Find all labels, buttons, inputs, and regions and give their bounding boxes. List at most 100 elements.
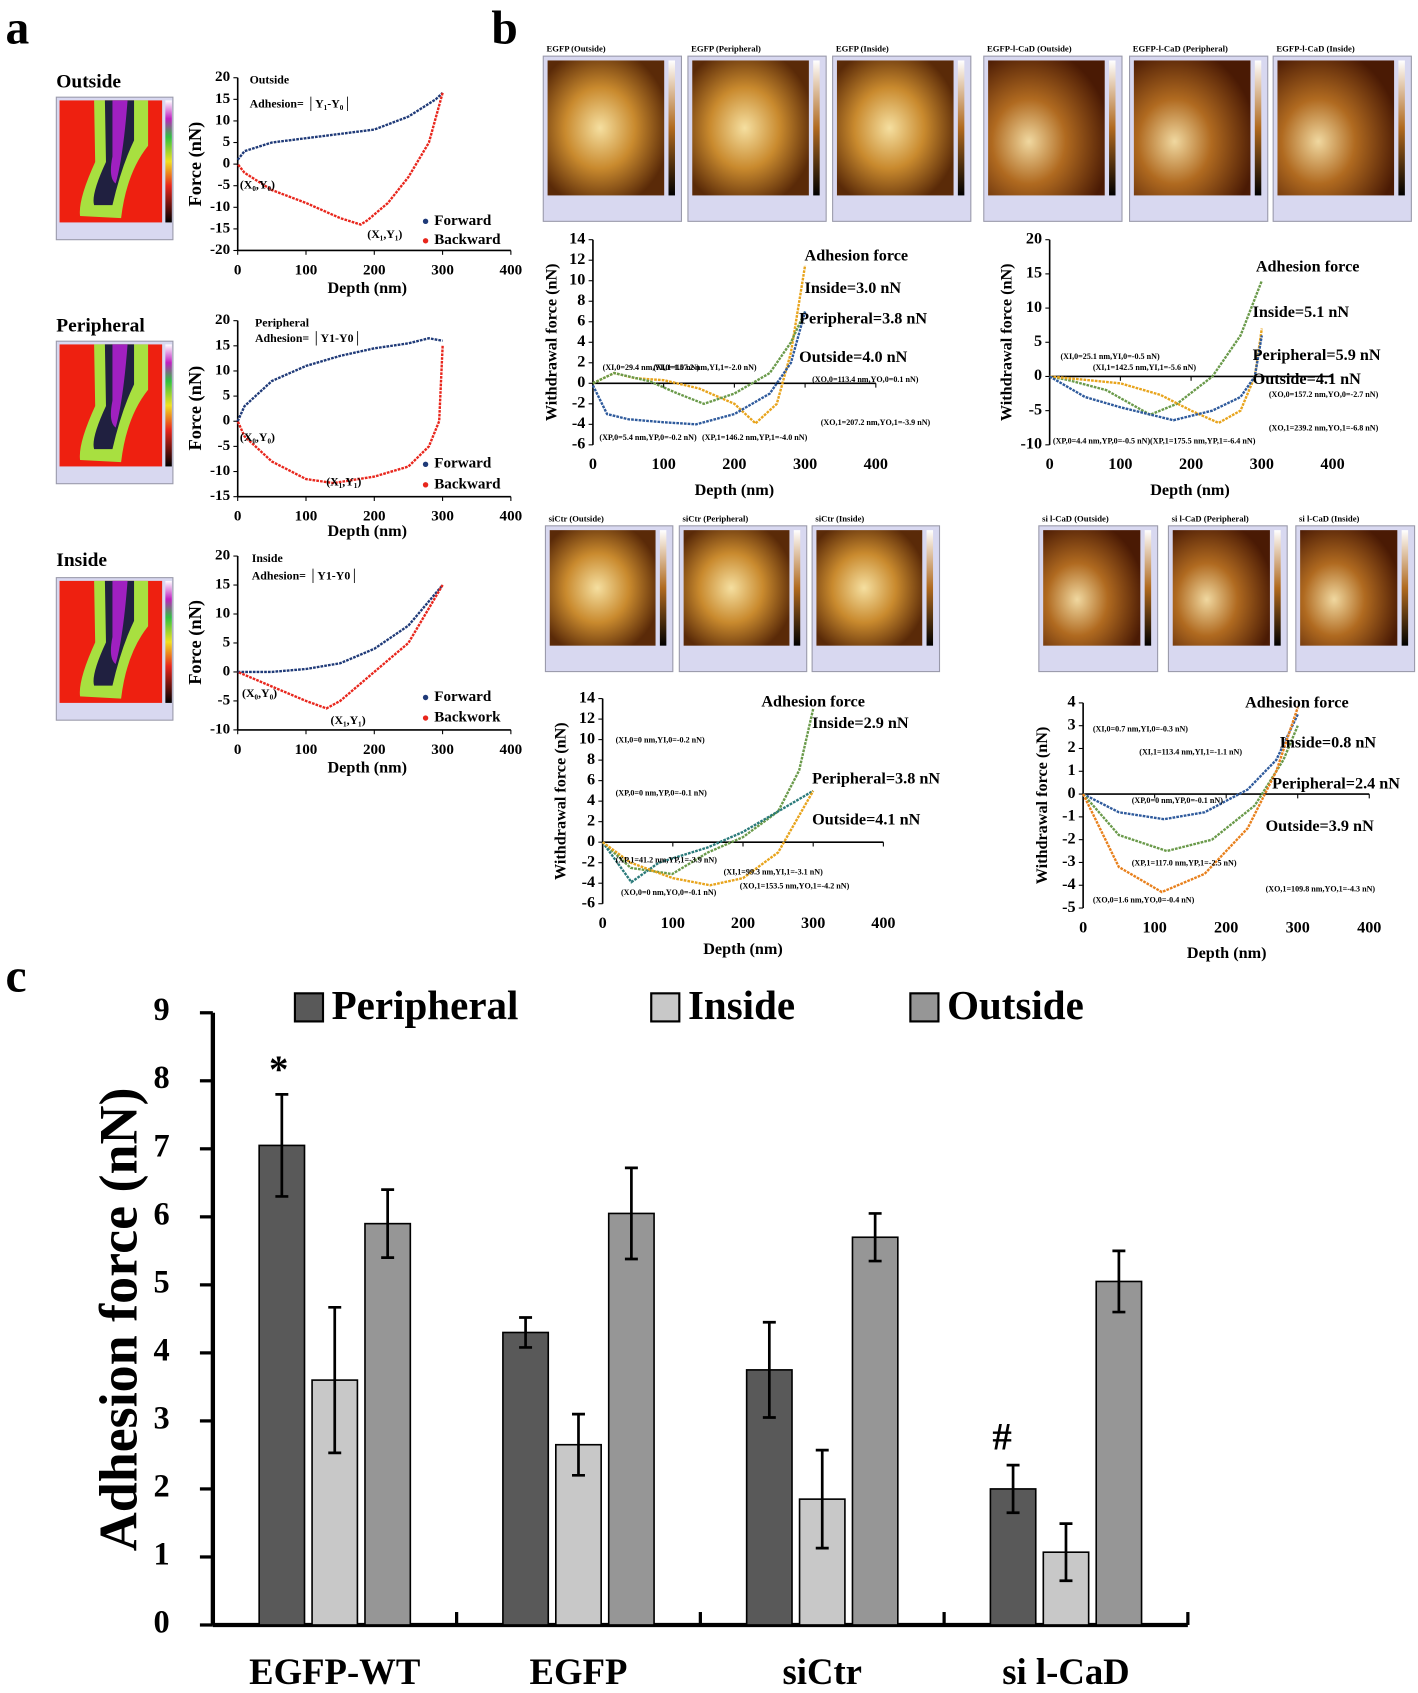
y-tick-label: -1 (1062, 807, 1075, 825)
afm-image (1277, 60, 1395, 196)
y-tick-label: 1 (1067, 761, 1075, 779)
annotation: Adhesion force (761, 693, 865, 711)
image-label: Inside (56, 550, 107, 571)
bar (1095, 1280, 1143, 1626)
y-tick-label: 12 (569, 250, 585, 268)
y-axis-label: Withdrawal force (nN) (997, 263, 1015, 421)
legend-swatch (909, 992, 940, 1023)
y-tick-label: 12 (579, 709, 595, 727)
x-tick-label: si l-CaD (1002, 1651, 1129, 1692)
x-tick-label: 300 (1286, 918, 1310, 936)
y-tick-label: 15 (215, 91, 230, 107)
color-scale (1401, 530, 1409, 646)
y-tick-label: -15 (210, 488, 230, 504)
legend-label: Backwork (434, 709, 501, 725)
image-title: si l-CaD (Peripheral) (1172, 513, 1249, 523)
image-title: si l-CaD (Inside) (1299, 513, 1360, 523)
annotation: (XO,1=207.2 nm,YO,1=-3.9 nN) (821, 418, 931, 427)
y-tick-label: 0 (587, 832, 595, 850)
color-scale (1398, 60, 1405, 196)
y-tick-label: 14 (569, 229, 585, 247)
y-tick-label: -5 (218, 692, 231, 708)
x-axis-label: Depth (nm) (703, 940, 783, 958)
afm-image (988, 60, 1105, 196)
annotation: (X₀,Y₀) (240, 177, 275, 191)
legend-marker (422, 218, 429, 225)
y-tick-label: 5 (153, 1264, 169, 1300)
afm-image (683, 530, 790, 646)
y-tick-label: -5 (218, 438, 231, 454)
error-bar (519, 1316, 533, 1349)
annotation: * (269, 1048, 288, 1091)
image-label: Peripheral (56, 316, 145, 337)
y-tick-label: 4 (577, 332, 585, 350)
x-tick-label: 200 (722, 455, 746, 473)
x-tick-label: 100 (1108, 455, 1132, 473)
data-line (601, 708, 815, 876)
y-tick-label: -5 (1029, 400, 1042, 418)
annotation: (XP,1=117.0 nm,YP,1=-2.5 nN) (1132, 859, 1237, 868)
y-tick-label: -4 (1062, 875, 1075, 893)
annotation: (X₁,Y₁) (326, 474, 361, 488)
annotation: (XP,0=5.4 nm,YP,0=-0.2 nN) (599, 433, 697, 442)
y-tick-label: -4 (572, 414, 585, 432)
color-scale (1144, 530, 1152, 646)
x-tick-label: siCtr (782, 1651, 862, 1692)
y-tick-label: 8 (577, 291, 585, 309)
y-tick-label: 6 (587, 770, 595, 788)
color-scale (926, 530, 934, 646)
error-bar (762, 1320, 776, 1419)
y-tick-label: -5 (218, 177, 231, 193)
x-axis-label: Depth (nm) (327, 522, 407, 540)
annotation: (XP,0=0 nm,YP,0=-0.1 nN) (1132, 796, 1223, 805)
x-tick-label: 400 (1357, 918, 1381, 936)
afm-image (1172, 530, 1270, 646)
bar (258, 1144, 306, 1626)
y-tick-label: 20 (215, 312, 230, 328)
image-title: siCtr (Outside) (549, 513, 604, 523)
afm-image (816, 530, 923, 646)
data-line (236, 91, 444, 161)
data-line (592, 265, 807, 425)
y-tick-label: 7 (153, 1128, 169, 1164)
image-title: siCtr (Peripheral) (683, 513, 749, 523)
error-bar (1059, 1522, 1073, 1583)
y-axis-label: Adhesion force (nN) (89, 1088, 149, 1552)
legend-marker (422, 715, 429, 721)
data-line (1082, 713, 1299, 821)
x-tick-label: 100 (295, 509, 318, 525)
y-tick-label: -6 (572, 435, 585, 453)
panel-label: c (6, 950, 27, 1002)
legend-label: Forward (434, 456, 492, 472)
data-line (592, 311, 807, 406)
annotation: (XI,0=29.4 nm,YI,0=1.0 nN) (603, 363, 700, 372)
bar (364, 1222, 412, 1626)
panel-label: a (6, 2, 30, 54)
y-tick-label: 0 (153, 1604, 169, 1640)
annotation: (X₁,Y₁) (367, 227, 402, 241)
x-tick-label: 300 (1250, 455, 1274, 473)
annotation: Inside (252, 551, 283, 565)
x-tick-label: 400 (500, 509, 523, 525)
x-tick-label: 300 (431, 742, 454, 758)
legend-label: Outside (947, 982, 1084, 1028)
annotation: (XI,0=25.1 nm,YI,0=-0.5 nN) (1060, 352, 1159, 361)
afm-image (549, 530, 656, 646)
x-tick-label: 100 (661, 914, 685, 932)
y-tick-label: 5 (223, 388, 231, 404)
legend-label: Backward (434, 232, 501, 248)
data-line (237, 584, 444, 710)
annotation: (XO,0=0 nm,YO,0=-0.1 nN) (621, 888, 717, 897)
annotation: Inside=2.9 nN (812, 714, 909, 732)
y-tick-label: 14 (579, 688, 595, 706)
x-tick-label: 0 (589, 455, 597, 473)
y-tick-label: 6 (577, 311, 585, 329)
y-axis-label: Withdrawal force (nN) (551, 722, 569, 880)
x-axis-label: Depth (nm) (1150, 481, 1230, 499)
y-axis-label: Force (nN) (185, 122, 206, 207)
color-scale (668, 60, 675, 196)
annotation: (XO,1=239.2 nm,YO,1=-6.8 nN) (1269, 424, 1379, 433)
x-tick-label: 200 (363, 742, 386, 758)
error-bar (572, 1412, 585, 1477)
error-bar (624, 1166, 638, 1261)
